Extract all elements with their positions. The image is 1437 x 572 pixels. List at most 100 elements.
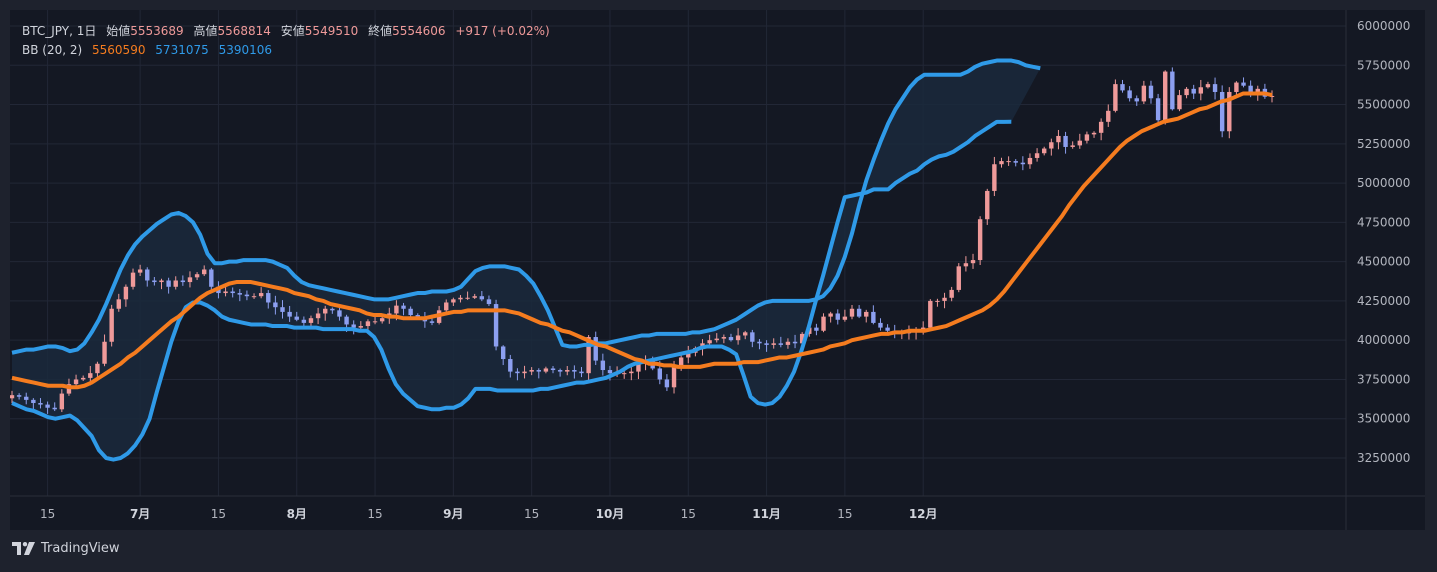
candle[interactable] — [301, 316, 307, 327]
candle[interactable] — [735, 328, 741, 345]
candle[interactable] — [1148, 80, 1154, 104]
candle[interactable] — [116, 293, 121, 312]
candle[interactable] — [1006, 156, 1011, 166]
candle[interactable] — [330, 307, 335, 314]
candle[interactable] — [550, 366, 556, 374]
candle[interactable] — [123, 284, 129, 307]
candle[interactable] — [707, 334, 712, 346]
candle[interactable] — [1013, 159, 1018, 167]
candle[interactable] — [1027, 153, 1033, 169]
candle[interactable] — [45, 401, 50, 414]
candle[interactable] — [828, 311, 833, 323]
candle[interactable] — [401, 302, 406, 316]
candle[interactable] — [1091, 131, 1097, 138]
candle[interactable] — [529, 367, 534, 376]
candle[interactable] — [935, 298, 940, 307]
candle[interactable] — [308, 315, 314, 327]
candle[interactable] — [209, 267, 214, 291]
candle[interactable] — [600, 353, 606, 376]
candle[interactable] — [750, 329, 755, 348]
candle[interactable] — [842, 309, 848, 322]
candle[interactable] — [579, 367, 584, 378]
candle[interactable] — [757, 339, 762, 350]
candle[interactable] — [1127, 86, 1132, 102]
candle[interactable] — [508, 354, 513, 378]
candle[interactable] — [849, 304, 855, 320]
candle[interactable] — [1120, 79, 1125, 93]
candle[interactable] — [458, 295, 463, 303]
candle[interactable] — [1084, 131, 1090, 144]
candle[interactable] — [1049, 138, 1054, 156]
candle[interactable] — [130, 268, 136, 290]
candle[interactable] — [315, 307, 321, 325]
candle[interactable] — [10, 390, 15, 404]
candle[interactable] — [95, 361, 100, 378]
candle[interactable] — [323, 305, 328, 321]
candle[interactable] — [714, 333, 719, 343]
candle[interactable] — [1098, 118, 1104, 141]
candle[interactable] — [294, 311, 299, 322]
candle[interactable] — [999, 157, 1004, 168]
candle[interactable] — [187, 271, 193, 288]
candle[interactable] — [52, 402, 57, 412]
candle[interactable] — [557, 368, 563, 377]
candle[interactable] — [963, 256, 969, 272]
candle[interactable] — [38, 398, 43, 409]
candle[interactable] — [871, 305, 876, 325]
candle[interactable] — [1234, 81, 1239, 96]
candle[interactable] — [1191, 84, 1196, 100]
candle[interactable] — [721, 334, 727, 344]
candle[interactable] — [500, 345, 506, 366]
candle[interactable] — [1113, 79, 1118, 113]
candle[interactable] — [1262, 83, 1268, 99]
candle[interactable] — [173, 276, 178, 290]
candle[interactable] — [266, 290, 271, 309]
candle[interactable] — [1155, 93, 1161, 123]
candle[interactable] — [1056, 129, 1061, 150]
candle[interactable] — [379, 316, 385, 324]
candle[interactable] — [1227, 87, 1232, 139]
candle[interactable] — [1141, 80, 1147, 105]
candle[interactable] — [1170, 67, 1175, 111]
candle[interactable] — [522, 365, 527, 379]
candle[interactable] — [244, 290, 250, 301]
candle[interactable] — [664, 374, 670, 392]
candle[interactable] — [180, 275, 186, 286]
candle[interactable] — [194, 272, 200, 281]
candle[interactable] — [1219, 85, 1225, 138]
candle[interactable] — [1063, 131, 1068, 154]
candle[interactable] — [493, 299, 499, 351]
candle[interactable] — [145, 267, 150, 287]
candle[interactable] — [137, 264, 143, 276]
candle[interactable] — [1106, 104, 1111, 127]
candle[interactable] — [743, 330, 748, 340]
price-axis[interactable]: 3250000 3500000 3750000 4000000 4250000 45000… — [1357, 19, 1410, 465]
candle[interactable] — [451, 297, 456, 306]
candle[interactable] — [792, 334, 798, 349]
candle[interactable] — [1163, 70, 1168, 125]
candle[interactable] — [629, 365, 634, 381]
candle[interactable] — [80, 375, 86, 382]
candle[interactable] — [31, 398, 36, 410]
candle[interactable] — [230, 287, 235, 298]
candle[interactable] — [258, 287, 264, 299]
candle[interactable] — [515, 368, 520, 381]
candle[interactable] — [1070, 141, 1075, 149]
candle[interactable] — [821, 313, 826, 333]
candle[interactable] — [166, 277, 171, 294]
candle[interactable] — [985, 188, 990, 225]
candle[interactable] — [942, 292, 947, 309]
candle[interactable] — [814, 323, 819, 336]
candle[interactable] — [565, 366, 570, 376]
candle[interactable] — [1205, 81, 1211, 89]
candle[interactable] — [1184, 87, 1189, 99]
candle[interactable] — [1269, 90, 1275, 103]
candle[interactable] — [273, 295, 278, 315]
candle[interactable] — [287, 305, 292, 322]
candle[interactable] — [1134, 95, 1139, 106]
candle[interactable] — [1198, 79, 1204, 101]
candle[interactable] — [1212, 77, 1218, 100]
time-axis[interactable]: 15 7月 15 8月 15 9月 15 10月 15 11月 15 12月 — [40, 507, 938, 521]
candle[interactable] — [109, 304, 114, 347]
candle[interactable] — [486, 295, 492, 306]
